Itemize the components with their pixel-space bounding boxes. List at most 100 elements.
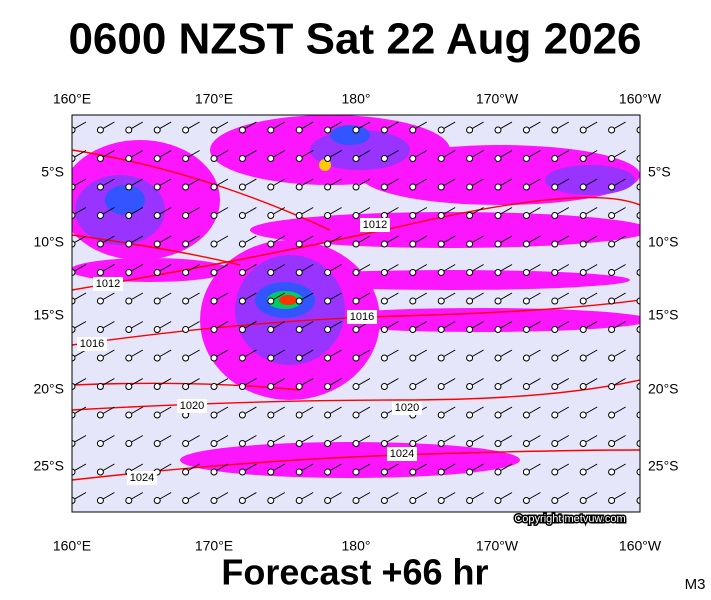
station bbox=[437, 326, 445, 333]
lon-label-top: 180° bbox=[342, 91, 371, 107]
station bbox=[636, 240, 640, 248]
station bbox=[125, 269, 133, 276]
station bbox=[295, 497, 303, 504]
station bbox=[295, 269, 303, 276]
map-frame bbox=[71, 114, 641, 513]
station bbox=[380, 354, 388, 362]
station bbox=[153, 269, 161, 276]
station bbox=[352, 354, 360, 362]
station bbox=[210, 354, 218, 362]
station bbox=[579, 440, 587, 447]
station bbox=[466, 383, 474, 390]
station bbox=[494, 383, 502, 390]
station bbox=[522, 183, 530, 191]
title: 0600 NZST Sat 22 Aug 2026 bbox=[68, 15, 641, 64]
station bbox=[96, 497, 104, 504]
station bbox=[551, 440, 559, 447]
station bbox=[182, 183, 190, 191]
station bbox=[409, 212, 417, 219]
station bbox=[352, 440, 360, 447]
station bbox=[551, 468, 559, 476]
station bbox=[267, 240, 275, 248]
station bbox=[352, 411, 360, 419]
station bbox=[608, 269, 616, 276]
station bbox=[466, 354, 474, 362]
station bbox=[238, 383, 246, 390]
station bbox=[210, 126, 218, 134]
station bbox=[551, 297, 559, 305]
station bbox=[153, 326, 161, 333]
station bbox=[182, 269, 190, 276]
station bbox=[238, 440, 246, 447]
station bbox=[409, 326, 417, 333]
station bbox=[153, 297, 161, 305]
station bbox=[96, 269, 104, 276]
isobar-label-text: 1020 bbox=[395, 402, 419, 414]
station bbox=[608, 411, 616, 419]
lat-label-left: 20°S bbox=[33, 381, 64, 397]
station bbox=[295, 155, 303, 162]
station bbox=[380, 212, 388, 219]
isobar-label-box bbox=[392, 401, 422, 415]
station bbox=[72, 126, 76, 134]
station bbox=[295, 440, 303, 447]
station bbox=[210, 183, 218, 191]
station bbox=[466, 240, 474, 248]
station bbox=[352, 269, 360, 276]
station bbox=[409, 155, 417, 162]
station bbox=[636, 354, 640, 362]
station bbox=[494, 240, 502, 248]
lat-label-right: 5°S bbox=[648, 164, 671, 180]
station bbox=[522, 497, 530, 504]
station bbox=[96, 297, 104, 305]
station bbox=[437, 383, 445, 390]
lat-label-left: 15°S bbox=[33, 307, 64, 323]
station bbox=[494, 354, 502, 362]
lon-label-top: 160°E bbox=[53, 91, 91, 107]
station bbox=[380, 497, 388, 504]
station bbox=[579, 468, 587, 476]
station bbox=[125, 497, 133, 504]
station bbox=[380, 269, 388, 276]
station bbox=[238, 326, 246, 333]
station bbox=[324, 468, 332, 476]
station bbox=[182, 297, 190, 305]
station bbox=[182, 468, 190, 476]
station bbox=[437, 240, 445, 248]
station bbox=[636, 411, 640, 419]
station bbox=[494, 126, 502, 134]
station bbox=[96, 440, 104, 447]
station bbox=[182, 326, 190, 333]
station bbox=[295, 297, 303, 305]
isobar-label-box bbox=[177, 399, 207, 413]
station bbox=[437, 354, 445, 362]
station bbox=[153, 155, 161, 162]
station bbox=[409, 297, 417, 305]
station bbox=[153, 240, 161, 248]
station bbox=[522, 240, 530, 248]
station bbox=[352, 212, 360, 219]
station bbox=[125, 326, 133, 333]
station bbox=[125, 411, 133, 419]
station bbox=[409, 354, 417, 362]
station bbox=[437, 497, 445, 504]
lat-label-left: 10°S bbox=[33, 234, 64, 250]
station bbox=[153, 383, 161, 390]
station bbox=[153, 126, 161, 134]
station bbox=[608, 297, 616, 305]
station bbox=[295, 212, 303, 219]
station bbox=[295, 354, 303, 362]
station bbox=[579, 497, 587, 504]
station bbox=[352, 155, 360, 162]
station bbox=[182, 354, 190, 362]
station bbox=[608, 440, 616, 447]
station bbox=[551, 326, 559, 333]
station bbox=[72, 240, 76, 248]
station bbox=[409, 497, 417, 504]
station bbox=[72, 468, 76, 476]
lat-label-left: 5°S bbox=[41, 164, 64, 180]
station bbox=[380, 411, 388, 419]
station bbox=[437, 468, 445, 476]
isobar-label: 1020 bbox=[177, 399, 207, 413]
station bbox=[437, 155, 445, 162]
